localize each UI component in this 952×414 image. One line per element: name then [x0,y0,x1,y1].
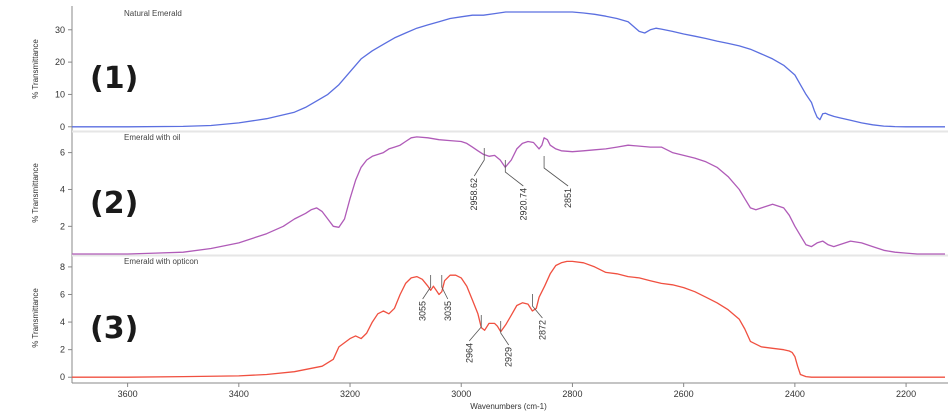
y-tick-label: 6 [60,289,65,299]
peak-label: 2872 [537,320,547,340]
peak-leader-line [532,294,543,319]
panel-separator [72,254,948,257]
spectrum-line [72,136,945,255]
peak-leader-line [543,156,569,187]
y-tick-label: 0 [60,122,65,132]
peak-label: 2920.74 [518,188,528,221]
y-tick-label: 30 [55,25,65,35]
spectrum-panel-2: 2 4 6 % Transmittance Emerald with oil (2) 295… [31,133,948,257]
spectrum-panel-3: 0 2 4 6 8 % Transmittance Emerald with opticon… [31,257,945,382]
x-tick-label: 2600 [674,389,694,399]
panel-number-label: (3) [90,311,138,346]
y-tick-label: 2 [60,221,65,231]
y-tick-label: 10 [55,89,65,99]
peak-leader-line [500,321,510,346]
x-tick-marks [127,383,907,387]
x-tick-label: 3400 [229,389,249,399]
y-tick-label: 20 [55,57,65,67]
peak-label: 2958.62 [469,178,479,211]
y-tick-label: 4 [60,184,65,194]
y-axis-title: % Transmittance [31,163,40,223]
peak-label: 2851 [563,188,573,208]
x-tick-label: 2400 [785,389,805,399]
peak-leader-line [468,315,482,342]
x-tick-label: 3600 [118,389,138,399]
panel-title: Emerald with oil [124,133,181,142]
spectrum-line [72,260,945,378]
x-tick-label: 3000 [451,389,471,399]
panel-title: Natural Emerald [124,9,182,18]
x-tick-label: 2800 [562,389,582,399]
panel-separator [72,130,948,133]
x-axis-title: Wavenumbers (cm-1) [470,402,547,411]
peak-leader-line [473,148,485,177]
y-axis-title: % Transmittance [31,39,40,99]
panel-number-label: (2) [90,186,138,221]
x-tick-label: 3200 [340,389,360,399]
y-tick-label: 0 [60,372,65,382]
peak-label: 2964 [464,343,474,363]
y-tick-label: 4 [60,317,65,327]
spectrum-line [72,11,945,128]
peak-leader-line [441,275,449,300]
x-tick-label: 2200 [896,389,916,399]
peak-label: 3055 [418,301,428,321]
peak-leader-line [422,275,432,300]
panel-title: Emerald with opticon [124,257,198,266]
x-axis: 3600 3400 3200 3000 2800 2600 2400 2200 Wavenum… [118,383,917,411]
y-tick-label: 6 [60,148,65,158]
y-axis-title: % Transmittance [31,288,40,348]
y-tick-label: 8 [60,262,65,272]
panel-number-label: (1) [90,61,138,96]
spectrum-panel-1: 0 10 20 30 % Transmittance Natural Emerald (1) [31,9,948,133]
x-tick-labels: 3600 3400 3200 3000 2800 2600 2400 2200 [118,389,917,399]
peak-leader-line [504,160,524,187]
y-tick-label: 2 [60,345,65,355]
peak-label: 3035 [443,301,453,321]
peak-label: 2929 [504,347,514,367]
